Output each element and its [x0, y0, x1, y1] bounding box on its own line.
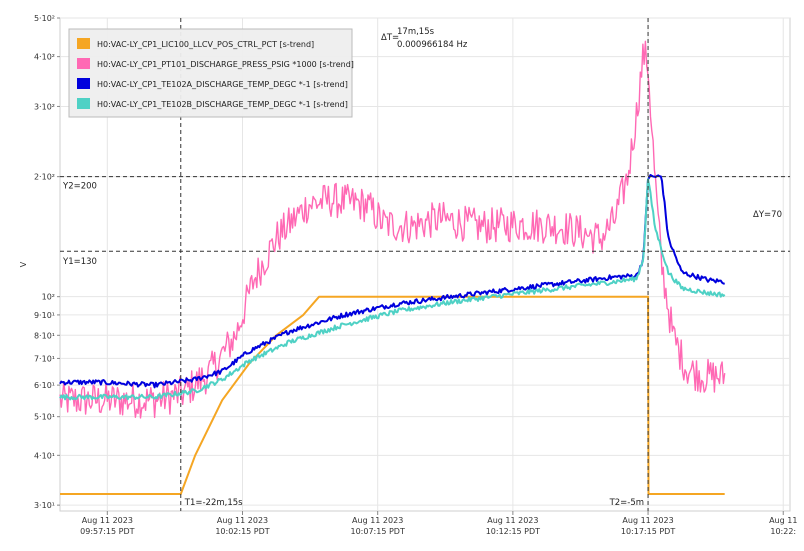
x-tick-label-time: 09:57:15 PDT	[80, 527, 134, 536]
cursors: T1=-22m,15s T2=-5m Y2=200 Y1=130 ΔY=70 ΔT=17m…	[60, 18, 790, 511]
series-line-3	[59, 178, 726, 401]
legend-swatch-2	[77, 78, 90, 89]
y-tick-label: 5·10¹	[34, 413, 55, 422]
cursor-t2-label: T2=-5m	[609, 498, 644, 508]
delta-t-frequency: 0.000966184 Hz	[397, 40, 468, 50]
x-tick-label-time: 10:12:15 PDT	[486, 527, 540, 536]
x-tick-label-date: Aug 11	[769, 516, 797, 525]
x-tick-label-date: Aug 11 2023	[622, 516, 673, 525]
cursor-y2-label: Y2=200	[62, 182, 97, 192]
delta-t-symbol: ΔT=	[381, 33, 399, 43]
legend-entry-0: H0:VAC-LY_CP1_LIC100_LLCV_POS_CTRL_PCT […	[97, 40, 314, 49]
series-line-2	[59, 174, 725, 389]
cursor-y1-label: Y1=130	[62, 257, 97, 267]
y-tick-label: 9·10¹	[34, 311, 55, 320]
legend-swatch-1	[77, 58, 90, 69]
delta-t-value: 17m,15s	[397, 27, 435, 37]
x-axis: Aug 11 2023 09:57:15 PDT Aug 11 2023 10:02:…	[80, 511, 797, 536]
cursor-t1-label: T1=-22m,15s	[184, 498, 243, 508]
x-tick-label-time: 10:17:15 PDT	[621, 527, 675, 536]
legend-swatch-3	[77, 98, 90, 109]
legend: H0:VAC-LY_CP1_LIC100_LLCV_POS_CTRL_PCT […	[68, 28, 354, 118]
x-tick-label-date: Aug 11 2023	[217, 516, 268, 525]
legend-swatch-0	[77, 38, 90, 49]
x-tick-label-date: Aug 11 2023	[82, 516, 133, 525]
y-tick-label: 3·10¹	[34, 501, 55, 510]
y-tick-label: 6·10¹	[34, 381, 55, 390]
legend-entry-2: H0:VAC-LY_CP1_TE102A_DISCHARGE_TEMP_DEGC…	[97, 80, 348, 89]
y-tick-label: 4·10¹	[34, 451, 55, 460]
y-axis-label: V	[19, 261, 28, 267]
y-tick-label: 2·10²	[34, 173, 55, 182]
x-tick-label-time: 10:07:15 PDT	[351, 527, 405, 536]
series-line-1	[59, 40, 726, 419]
y-tick-label: 3·10²	[34, 102, 55, 111]
legend-entry-3: H0:VAC-LY_CP1_TE102B_DISCHARGE_TEMP_DEGC…	[97, 100, 348, 109]
x-tick-label-time: 10:02:15 PDT	[215, 527, 269, 536]
y-tick-label: 10²	[42, 293, 55, 302]
y-tick-label: 8·10¹	[34, 331, 55, 340]
y-axis: 5·10² 4·10² 3·10² 2·10² 10² 9·10¹ 8·10¹ 7·10¹ 6·…	[19, 14, 60, 510]
legend-entry-1: H0:VAC-LY_CP1_PT101_DISCHARGE_PRESS_PSIG…	[97, 60, 354, 69]
delta-y-label: ΔY=70	[753, 210, 782, 220]
x-tick-label-time: 10:22:	[770, 527, 796, 536]
y-tick-label: 7·10¹	[34, 354, 55, 363]
x-tick-label-date: Aug 11 2023	[352, 516, 403, 525]
y-tick-label: 4·10²	[34, 53, 55, 62]
y-tick-label: 5·10²	[34, 14, 55, 23]
legend-box	[68, 28, 353, 118]
x-tick-label-date: Aug 11 2023	[487, 516, 538, 525]
